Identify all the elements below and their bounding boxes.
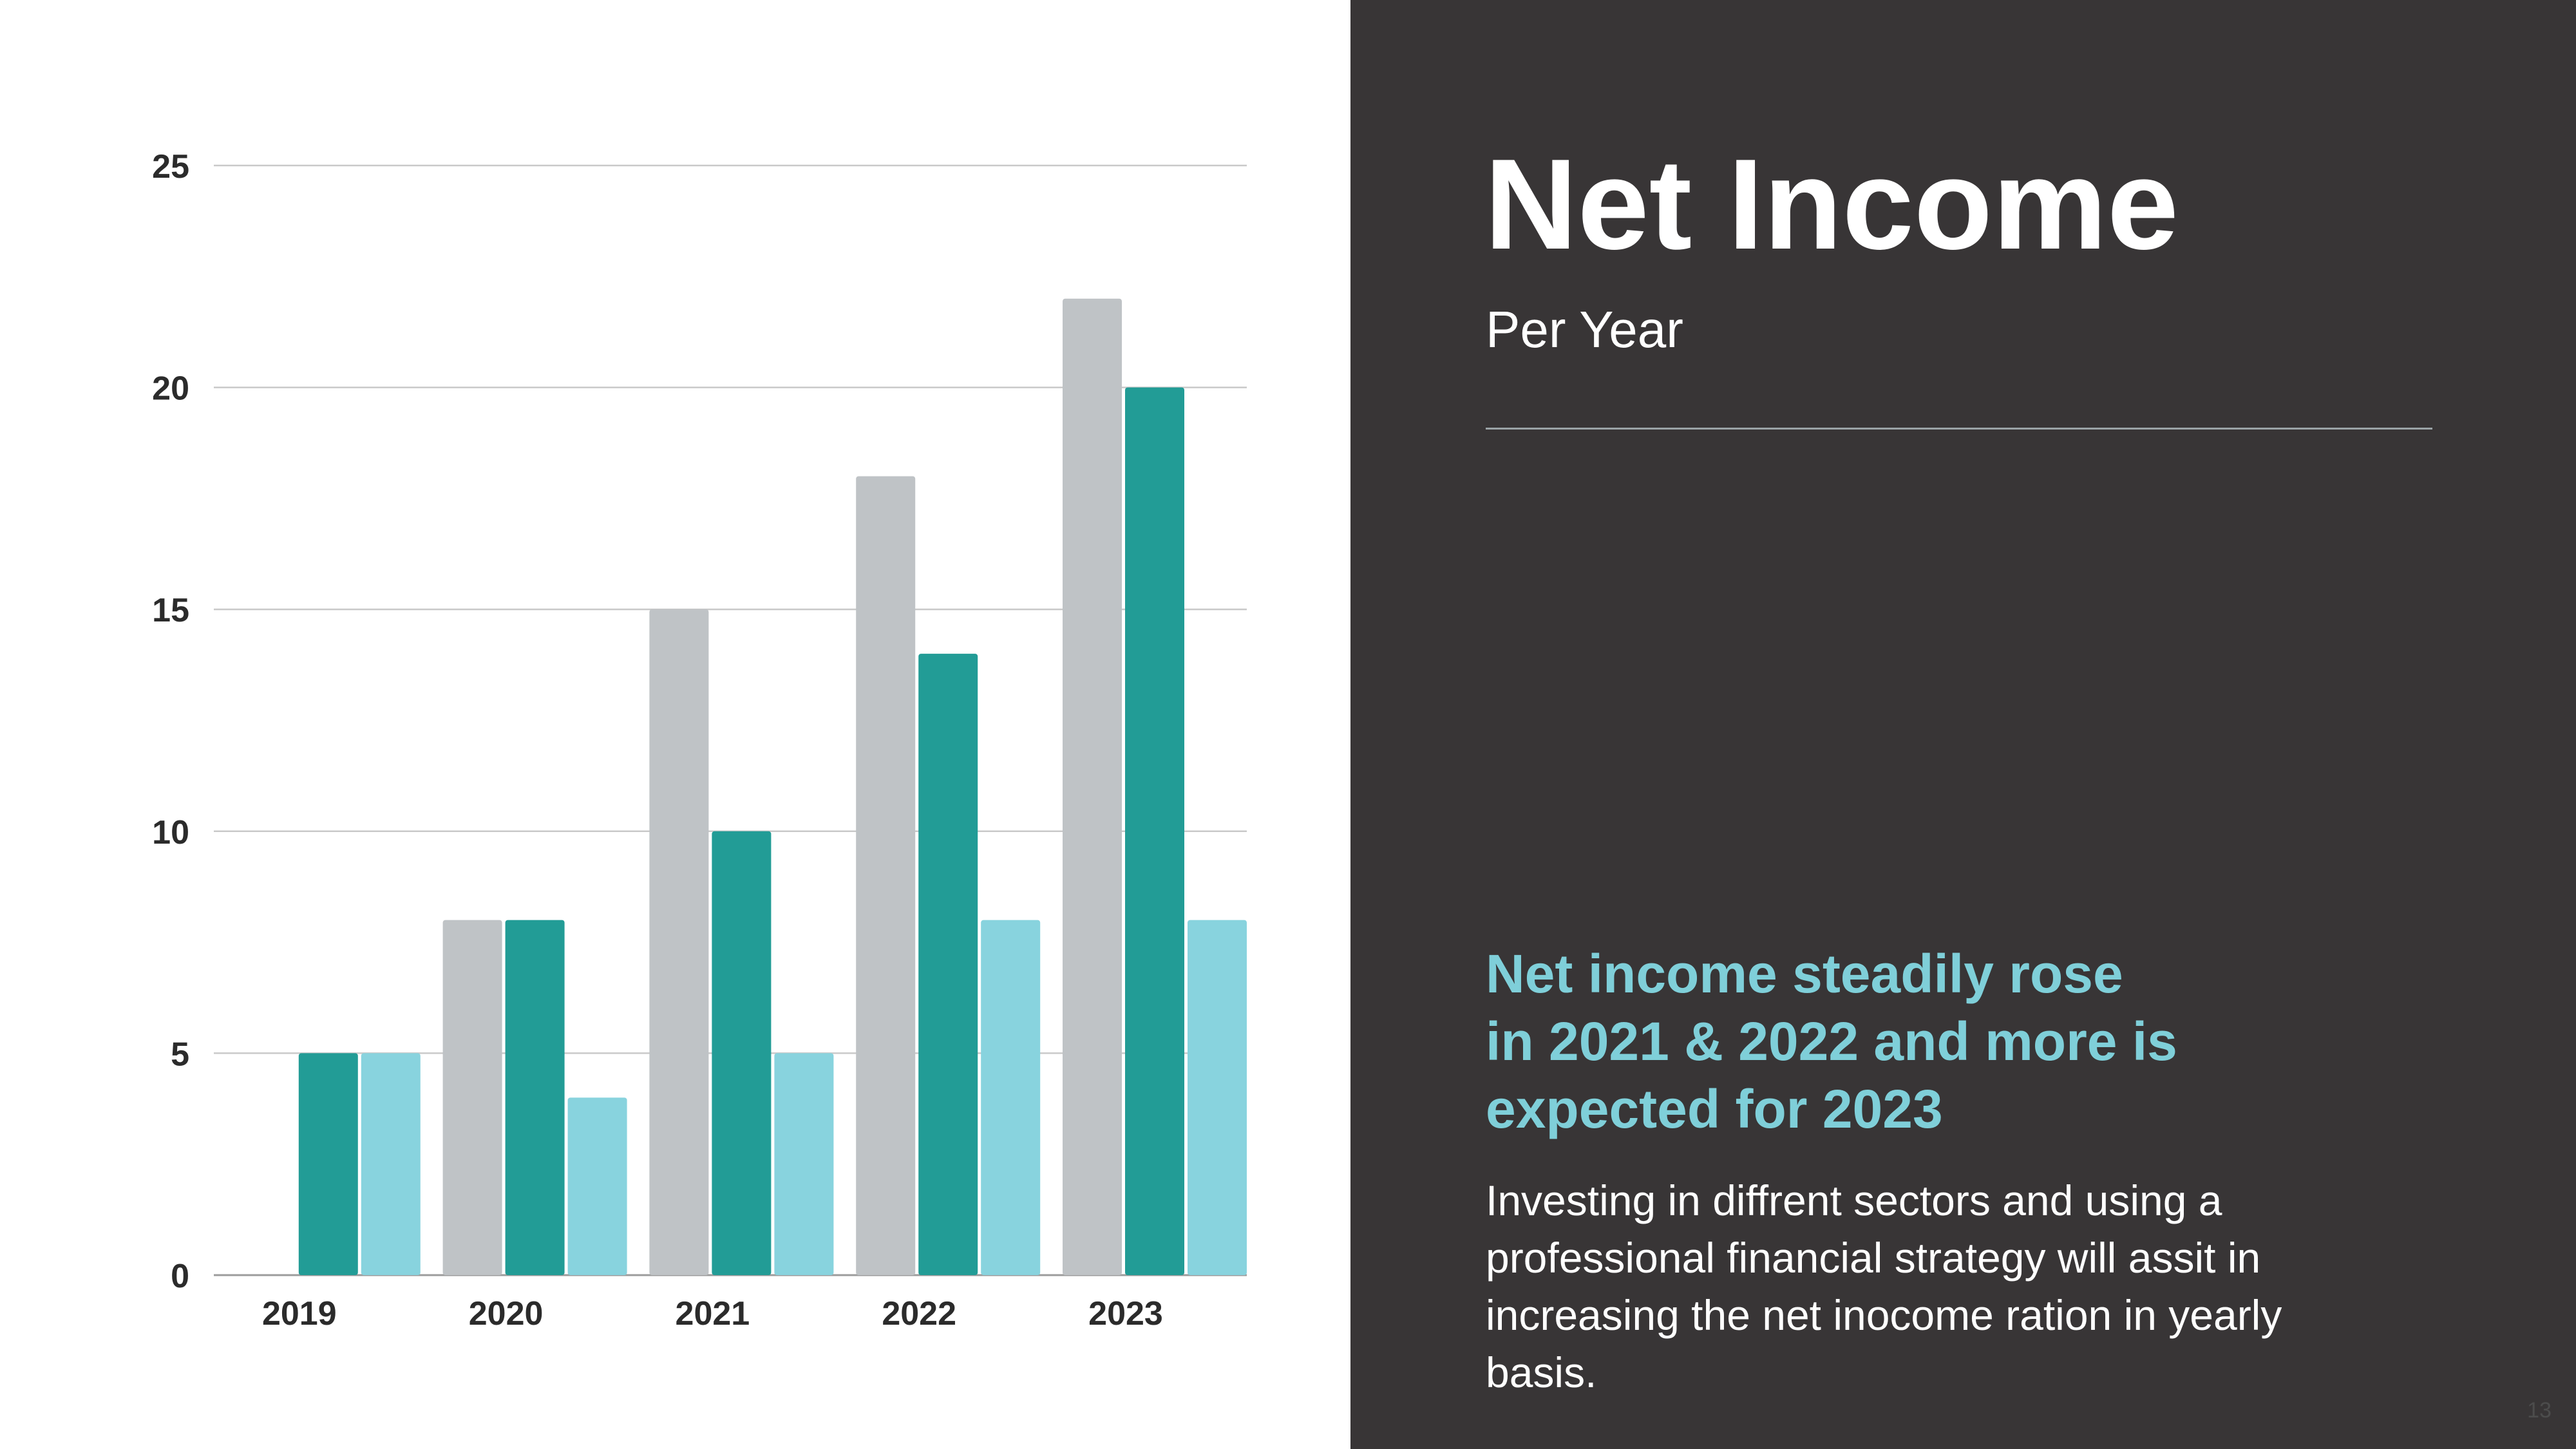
page-title: Net Income	[1484, 133, 2179, 276]
body-line: basis.	[1486, 1349, 1597, 1396]
headline-line: in 2021 & 2022 and more is	[1486, 1011, 2177, 1072]
bar-series-1-bar	[442, 920, 502, 1275]
bar-series-1-bar	[1063, 298, 1122, 1275]
page-number: 13	[2527, 1398, 2552, 1423]
bar-series-1-bar	[649, 609, 709, 1276]
body-line: increasing the net inocome ration in yea…	[1486, 1291, 2282, 1339]
bar-series-2-bar	[712, 831, 772, 1275]
bar-series-2-bar	[1125, 387, 1184, 1275]
bar-series-1-bar	[856, 476, 916, 1276]
y-tick-label: 25	[152, 148, 189, 185]
headline: Net income steadily rose in 2021 & 2022 …	[1486, 940, 2452, 1143]
bar-series-3-bar	[567, 1097, 627, 1275]
bar-chart: 0 5 10 15 20 25 2019 2020 2021 2022 2023	[152, 148, 1247, 1332]
bar-series-2-bar	[505, 920, 565, 1275]
body-line: professional financial strategy will ass…	[1486, 1234, 2261, 1282]
bar-series-3-bar	[361, 1053, 421, 1275]
x-tick-label: 2020	[469, 1295, 544, 1332]
x-tick-label: 2021	[676, 1295, 750, 1332]
bar-series-3-bar	[774, 1053, 834, 1275]
headline-line: expected for 2023	[1486, 1079, 1943, 1139]
y-tick-label: 0	[171, 1258, 189, 1295]
side-panel: Net Income Per Year Net income steadily …	[1350, 0, 2576, 1449]
chart-area: 0 5 10 15 20 25 2019 2020 2021 2022 2023	[152, 148, 1247, 1332]
bar-series-3-bar	[981, 920, 1041, 1275]
body-text: Investing in diffrent sectors and using …	[1486, 1172, 2465, 1401]
bar-series-3-bar	[1188, 920, 1247, 1275]
bar-series-2-bar	[918, 654, 978, 1275]
divider	[1486, 428, 2432, 430]
bar-series-2-bar	[298, 1053, 358, 1275]
y-tick-label: 10	[152, 814, 189, 851]
x-tick-label: 2023	[1088, 1295, 1163, 1332]
body-line: Investing in diffrent sectors and using …	[1486, 1177, 2222, 1224]
x-tick-label: 2022	[882, 1295, 956, 1332]
headline-line: Net income steadily rose	[1486, 943, 2123, 1004]
page-subtitle: Per Year	[1486, 301, 1683, 358]
y-tick-label: 15	[152, 592, 189, 629]
x-tick-label: 2019	[262, 1295, 337, 1332]
y-tick-label: 5	[171, 1036, 189, 1073]
y-tick-label: 20	[152, 370, 189, 408]
